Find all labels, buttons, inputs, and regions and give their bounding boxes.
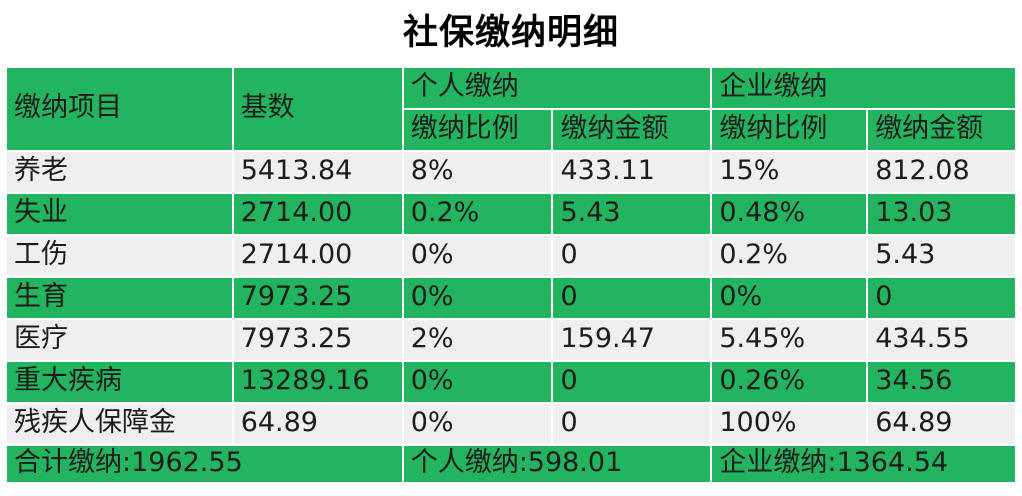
table-row: 失业 2714.00 0.2% 5.43 0.48% 13.03	[7, 194, 1015, 234]
cell-company-rate: 15%	[712, 152, 867, 192]
cell-personal-amount: 0	[553, 278, 711, 318]
header-base: 基数	[233, 68, 402, 150]
cell-company-amount: 5.43	[868, 236, 1015, 276]
table-row: 工伤 2714.00 0% 0 0.2% 5.43	[7, 236, 1015, 276]
header-company-amount: 缴纳金额	[868, 110, 1015, 150]
cell-item: 生育	[7, 278, 232, 318]
header-item: 缴纳项目	[7, 68, 232, 150]
cell-personal-rate: 2%	[403, 320, 552, 360]
cell-company-rate: 5.45%	[712, 320, 867, 360]
table-row: 重大疾病 13289.16 0% 0 0.26% 34.56	[7, 362, 1015, 402]
cell-base: 2714.00	[233, 194, 402, 234]
header-company-group: 企业缴纳	[712, 68, 1015, 108]
footer-company-total: 企业缴纳:1364.54	[712, 446, 1015, 482]
cell-personal-rate: 0%	[403, 404, 552, 444]
cell-company-amount: 13.03	[868, 194, 1015, 234]
cell-personal-rate: 0%	[403, 236, 552, 276]
cell-base: 7973.25	[233, 278, 402, 318]
cell-personal-rate: 0%	[403, 362, 552, 402]
cell-company-rate: 0.2%	[712, 236, 867, 276]
cell-personal-amount: 159.47	[553, 320, 711, 360]
cell-base: 2714.00	[233, 236, 402, 276]
cell-personal-rate: 8%	[403, 152, 552, 192]
cell-company-amount: 64.89	[868, 404, 1015, 444]
cell-personal-rate: 0.2%	[403, 194, 552, 234]
header-company-rate: 缴纳比例	[712, 110, 867, 150]
cell-personal-amount: 0	[553, 404, 711, 444]
cell-item: 失业	[7, 194, 232, 234]
cell-company-amount: 434.55	[868, 320, 1015, 360]
cell-company-amount: 34.56	[868, 362, 1015, 402]
table-footer-row: 合计缴纳:1962.55 个人缴纳:598.01 企业缴纳:1364.54	[7, 446, 1015, 482]
footer-personal-total: 个人缴纳:598.01	[403, 446, 711, 482]
cell-item: 养老	[7, 152, 232, 192]
cell-personal-rate: 0%	[403, 278, 552, 318]
cell-personal-amount: 5.43	[553, 194, 711, 234]
cell-personal-amount: 0	[553, 236, 711, 276]
page-title: 社保缴纳明细	[402, 13, 619, 53]
table-row: 残疾人保障金 64.89 0% 0 100% 64.89	[7, 404, 1015, 444]
cell-base: 7973.25	[233, 320, 402, 360]
table-header-row-2: 缴纳比例 缴纳金额 缴纳比例 缴纳金额	[7, 110, 1015, 150]
cell-company-rate: 0%	[712, 278, 867, 318]
header-personal-amount: 缴纳金额	[553, 110, 711, 150]
cell-personal-amount: 433.11	[553, 152, 711, 192]
cell-item: 残疾人保障金	[7, 404, 232, 444]
cell-company-rate: 100%	[712, 404, 867, 444]
cell-company-amount: 812.08	[868, 152, 1015, 192]
cell-item: 重大疾病	[7, 362, 232, 402]
table-header-row-1: 缴纳项目 基数 个人缴纳 企业缴纳	[7, 68, 1015, 150]
header-personal-group: 个人缴纳	[403, 68, 711, 108]
table-row: 生育 7973.25 0% 0 0% 0	[7, 278, 1015, 318]
cell-base: 64.89	[233, 404, 402, 444]
cell-base: 5413.84	[233, 152, 402, 192]
cell-item: 工伤	[7, 236, 232, 276]
table-row: 养老 5413.84 8% 433.11 15% 812.08	[7, 152, 1015, 192]
header-personal-rate: 缴纳比例	[403, 110, 552, 150]
cell-company-amount: 0	[868, 278, 1015, 318]
cell-company-rate: 0.48%	[712, 194, 867, 234]
cell-company-rate: 0.26%	[712, 362, 867, 402]
table-row: 医疗 7973.25 2% 159.47 5.45% 434.55	[7, 320, 1015, 360]
cell-personal-amount: 0	[553, 362, 711, 402]
cell-item: 医疗	[7, 320, 232, 360]
social-insurance-table: 缴纳项目 基数 个人缴纳 企业缴纳 缴纳比例 缴纳金额 缴纳比例 缴纳金额 养老…	[5, 66, 1017, 484]
footer-total: 合计缴纳:1962.55	[7, 446, 402, 482]
cell-base: 13289.16	[233, 362, 402, 402]
